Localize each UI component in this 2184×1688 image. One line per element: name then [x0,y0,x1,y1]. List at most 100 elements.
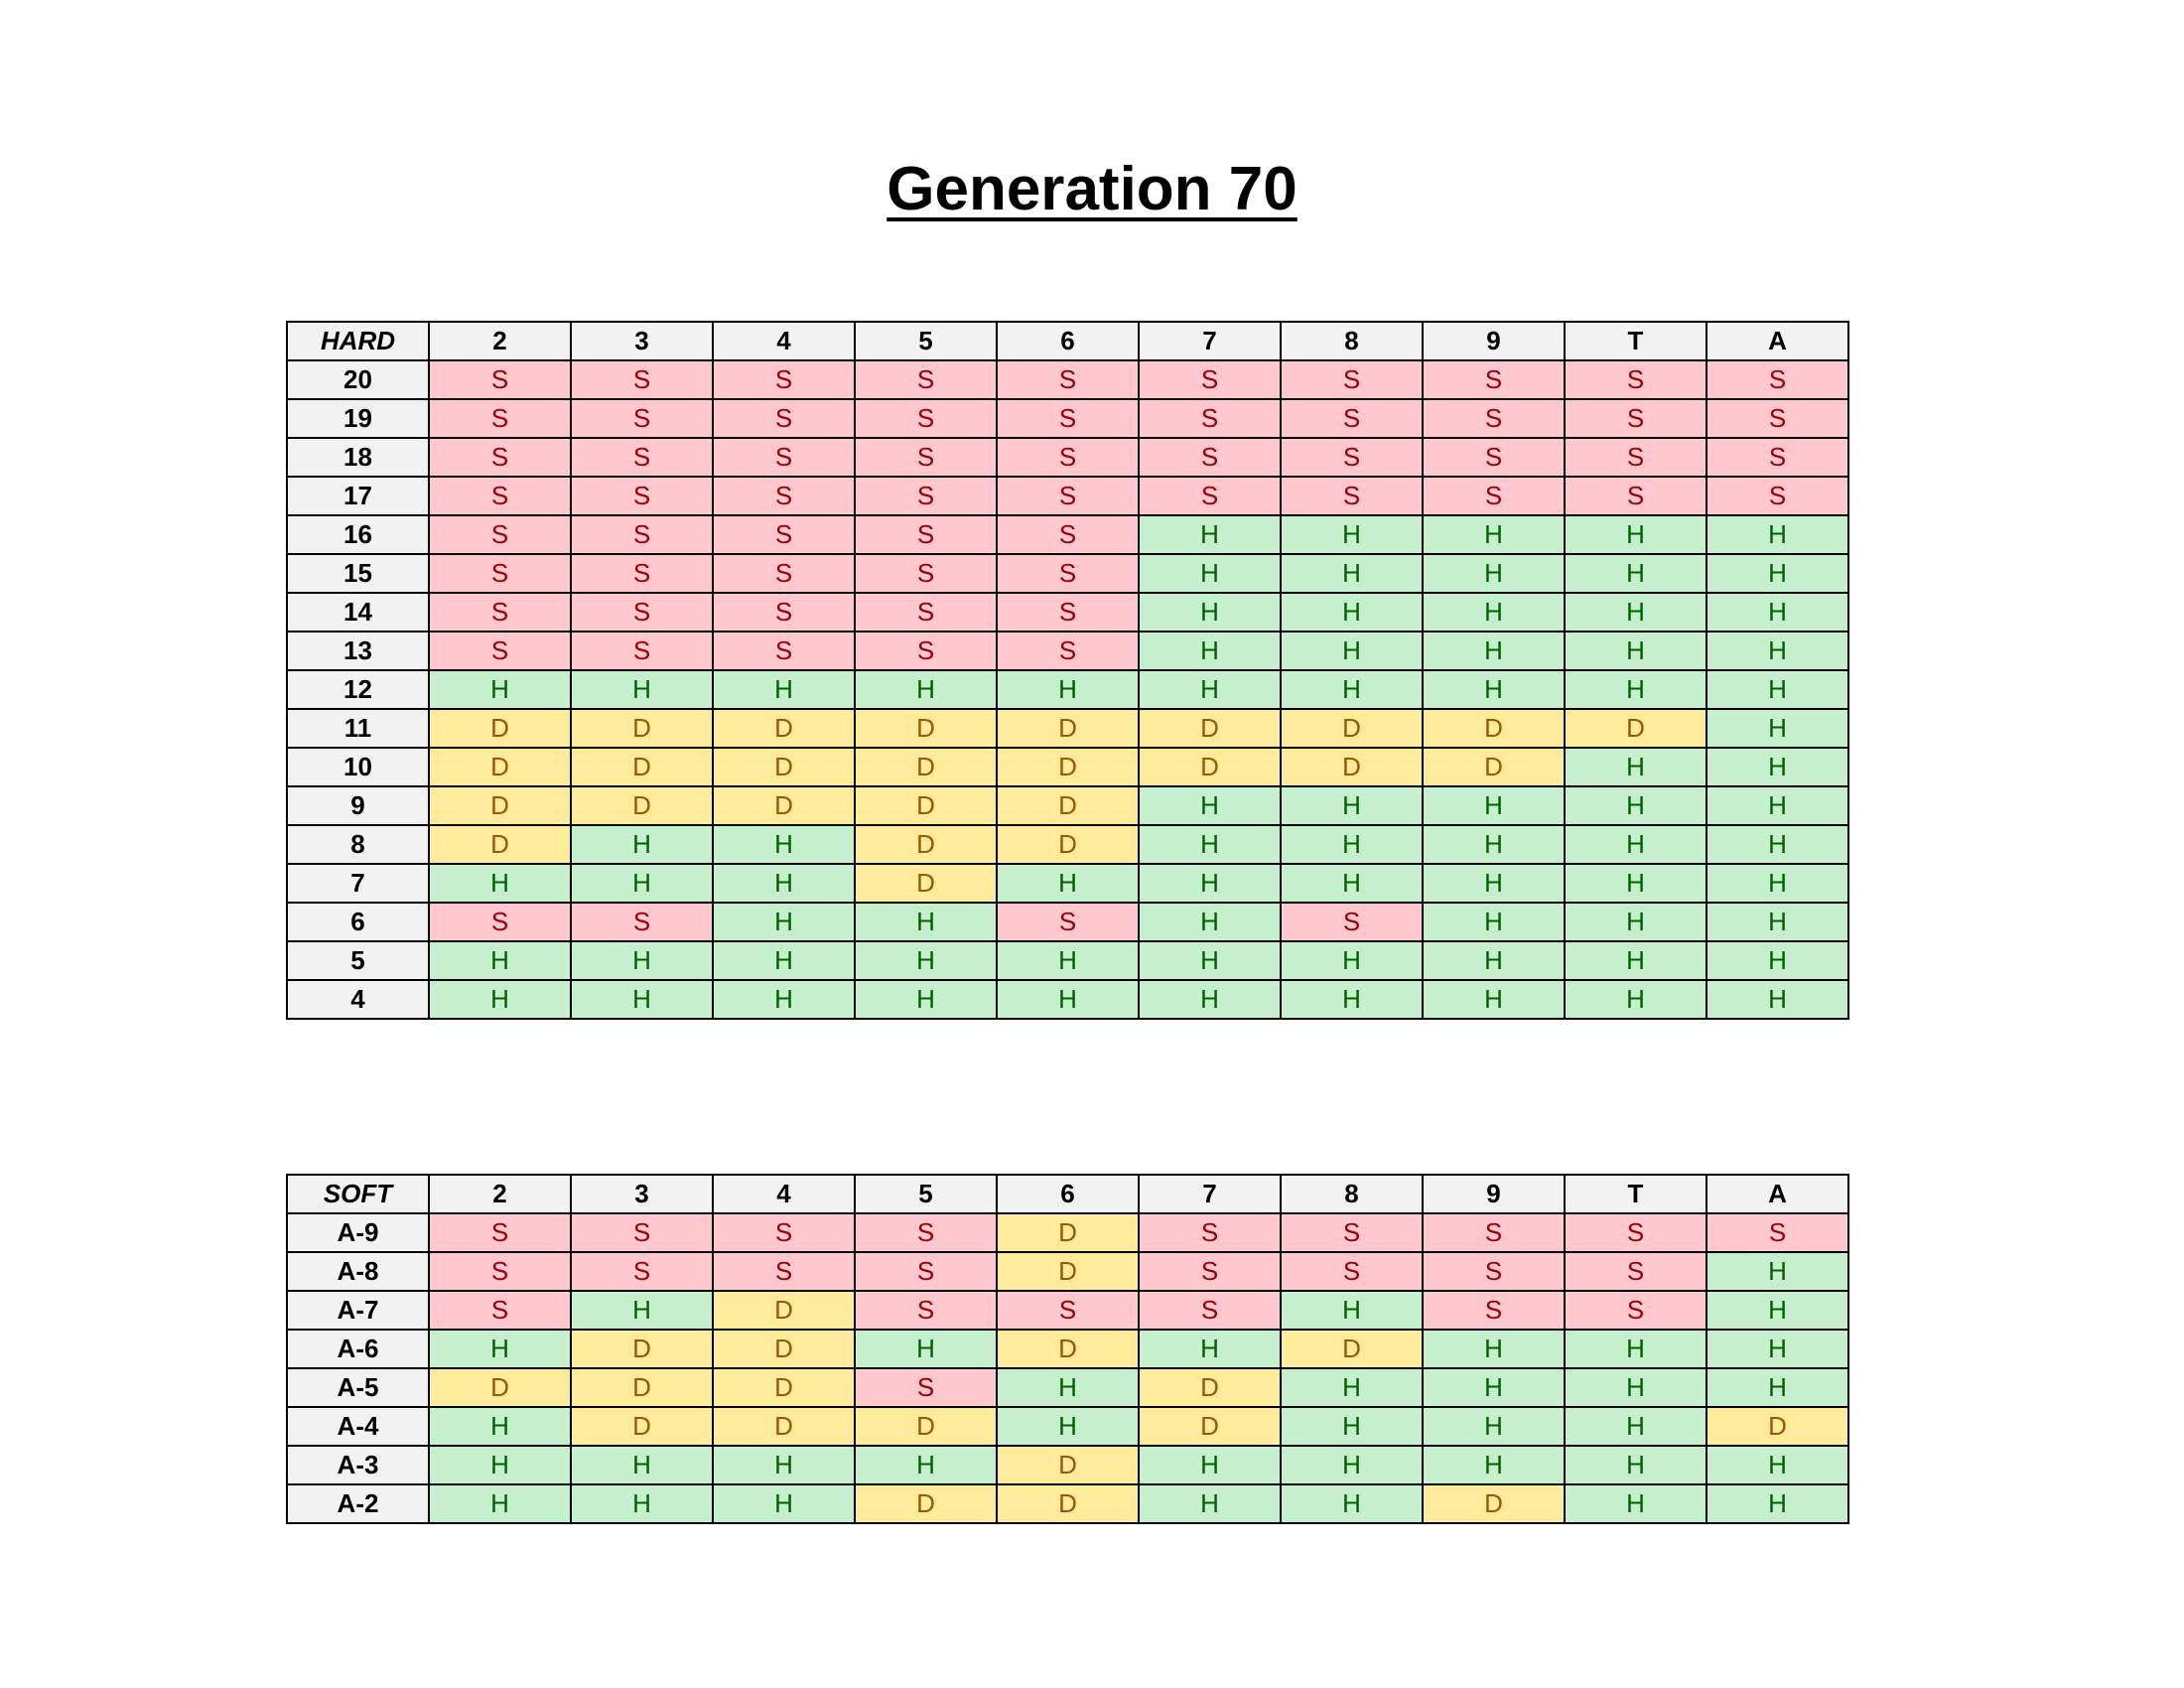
action-cell: S [1138,1251,1282,1292]
action-cell: D [712,1367,856,1408]
action-cell: S [712,592,856,633]
table-row: A-9 S S S S D S S S S S [286,1212,1849,1253]
table-row: A-5 D D D S H D H H H H [286,1367,1849,1408]
action-cell: D [854,708,998,749]
action-cell: H [1280,1367,1424,1408]
action-cell: D [1564,708,1707,749]
player-hand-label: 4 [286,979,430,1020]
action-cell: S [428,1212,572,1253]
action-cell: H [1138,514,1282,555]
action-cell: H [1138,824,1282,865]
action-cell: D [854,1483,998,1524]
action-cell: S [428,553,572,594]
action-cell: D [1138,747,1282,787]
table-row: 12 H H H H H H H H H H [286,669,1849,710]
action-cell: H [428,940,572,981]
action-cell: D [996,747,1140,787]
player-hand-label: 10 [286,747,430,787]
action-cell: D [712,747,856,787]
action-cell: H [570,863,714,904]
action-cell: S [996,437,1140,478]
hard-totals-table: HARD 2 3 4 5 6 7 8 9 T A 20 S S S S S S S S S S 19 S S S S S S S S S S 18… [286,321,1849,1020]
dealer-upcard-header: 2 [428,321,572,361]
action-cell: H [1564,824,1707,865]
action-cell: S [1138,437,1282,478]
action-cell: H [1564,785,1707,826]
action-cell: H [1706,514,1849,555]
action-cell: S [570,1212,714,1253]
action-cell: H [428,1329,572,1369]
action-cell: S [1280,437,1424,478]
table-row: 14 S S S S S H H H H H [286,592,1849,633]
table-row: 11 D D D D D D D D D H [286,708,1849,749]
player-hand-label: A-8 [286,1251,430,1292]
dealer-upcard-header: 5 [854,1174,998,1214]
action-cell: S [1564,1212,1707,1253]
table-row: 13 S S S S S H H H H H [286,631,1849,671]
action-cell: D [712,708,856,749]
action-cell: H [1706,592,1849,633]
action-cell: S [712,1251,856,1292]
action-cell: D [428,708,572,749]
player-hand-label: 5 [286,940,430,981]
action-cell: H [1422,979,1566,1020]
action-cell: H [712,979,856,1020]
action-cell: H [1706,902,1849,942]
dealer-upcard-header: 5 [854,321,998,361]
player-hand-label: A-5 [286,1367,430,1408]
action-cell: S [854,1212,998,1253]
action-cell: D [996,1329,1140,1369]
action-cell: H [570,669,714,710]
action-cell: D [996,1483,1140,1524]
action-cell: H [1280,824,1424,865]
action-cell: D [996,824,1140,865]
action-cell: S [996,902,1140,942]
action-cell: S [1138,359,1282,400]
action-cell: H [1422,631,1566,671]
action-cell: D [570,747,714,787]
action-cell: S [712,437,856,478]
action-cell: H [1138,902,1282,942]
action-cell: H [1564,631,1707,671]
action-cell: D [428,785,572,826]
action-cell: S [854,631,998,671]
action-cell: H [1706,979,1849,1020]
action-cell: S [854,359,998,400]
player-hand-label: A-7 [286,1290,430,1331]
hard-header-row: HARD 2 3 4 5 6 7 8 9 T A [286,321,1849,361]
player-hand-label: A-9 [286,1212,430,1253]
action-cell: S [570,359,714,400]
player-hand-label: 18 [286,437,430,478]
action-cell: S [996,476,1140,516]
action-cell: S [428,359,572,400]
action-cell: H [1422,863,1566,904]
dealer-upcard-header: 2 [428,1174,572,1214]
action-cell: H [1138,1445,1282,1485]
player-hand-label: 20 [286,359,430,400]
action-cell: H [1280,1445,1424,1485]
action-cell: S [1280,1251,1424,1292]
action-cell: H [428,669,572,710]
dealer-upcard-header: 3 [570,1174,714,1214]
player-hand-label: A-6 [286,1329,430,1369]
action-cell: H [1422,1329,1566,1369]
action-cell: D [1138,1367,1282,1408]
action-cell: H [712,1483,856,1524]
action-cell: H [1422,1406,1566,1447]
action-cell: H [1564,979,1707,1020]
action-cell: D [1422,1483,1566,1524]
action-cell: H [1138,1329,1282,1369]
action-cell: S [1422,398,1566,439]
table-row: A-2 H H H D D H H D H H [286,1483,1849,1524]
dealer-upcard-header: 4 [712,1174,856,1214]
player-hand-label: 17 [286,476,430,516]
player-hand-label: 8 [286,824,430,865]
action-cell: H [1706,1367,1849,1408]
action-cell: D [428,747,572,787]
action-cell: D [854,824,998,865]
action-cell: H [1706,669,1849,710]
action-cell: D [996,785,1140,826]
action-cell: H [570,824,714,865]
